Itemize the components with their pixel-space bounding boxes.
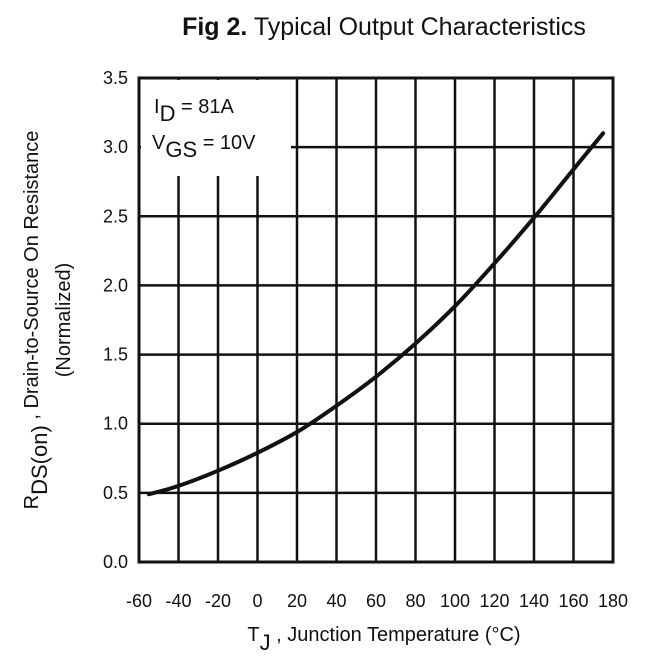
y-tick-label: 1.0 xyxy=(103,414,128,434)
annotation-vgs-symbol: V xyxy=(152,132,166,154)
y-axis-label-sub: DS(on) xyxy=(27,425,52,495)
annotation-id-symbol: I xyxy=(154,96,160,118)
y-tick-labels: 0.0 0.5 1.0 1.5 2.0 2.5 3.0 3.5 xyxy=(103,68,128,572)
x-axis-label-symbol: T xyxy=(247,624,259,646)
series-line xyxy=(146,131,606,497)
y-axis-label-rest: , Drain-to-Source On Resistance xyxy=(21,131,43,426)
plot-area xyxy=(137,76,615,564)
annotation-id-rest: = 81A xyxy=(175,96,234,118)
x-tick-label: 0 xyxy=(252,591,262,611)
annotation-id-sub: D xyxy=(160,101,176,126)
y-tick-label: 2.0 xyxy=(103,275,128,295)
y-axis-label-symbol: R xyxy=(21,495,43,509)
annotation-id: ID = 81A xyxy=(154,96,234,126)
x-tick-label: 120 xyxy=(479,591,509,611)
x-tick-label: 40 xyxy=(326,591,346,611)
x-axis-label-sub: J xyxy=(260,630,271,655)
x-tick-label: 100 xyxy=(440,591,470,611)
annotation-box xyxy=(141,80,291,176)
series xyxy=(146,131,606,497)
x-tick-label: 160 xyxy=(558,591,588,611)
x-tick-label: 80 xyxy=(405,591,425,611)
x-axis-label-rest: , Junction Temperature (°C) xyxy=(271,624,521,646)
x-tick-label: 140 xyxy=(519,591,549,611)
y-axis-label-line2: (Normalized) xyxy=(53,263,75,377)
annotation-vgs-sub: GS xyxy=(165,137,197,162)
x-axis-label: TJ , Junction Temperature (°C) xyxy=(247,624,520,655)
y-tick-label: 2.5 xyxy=(103,206,128,226)
x-tick-label: 180 xyxy=(598,591,628,611)
chart-title-text: Typical Output Characteristics xyxy=(254,13,586,41)
plot-frame xyxy=(137,76,615,564)
x-tick-label: 60 xyxy=(366,591,386,611)
y-tick-label: 3.0 xyxy=(103,137,128,157)
x-tick-labels: -60 -40 -20 0 20 40 60 80 100 120 140 160 180 xyxy=(126,591,628,611)
annotation-vgs-rest: = 10V xyxy=(197,132,256,154)
y-axis-label: RDS(on) , Drain-to-Source On Resistance xyxy=(21,131,52,510)
y-tick-label: 0.0 xyxy=(103,552,128,572)
x-tick-label: -60 xyxy=(126,591,152,611)
y-tick-label: 3.5 xyxy=(103,68,128,88)
chart-title-prefix: Fig 2. xyxy=(182,13,247,41)
chart-title: Fig 2. Typical Output Characteristics xyxy=(182,13,586,41)
x-tick-label: -20 xyxy=(205,591,231,611)
y-tick-label: 1.5 xyxy=(103,345,128,365)
annotation-vgs: VGS = 10V xyxy=(152,132,256,162)
x-tick-label: -40 xyxy=(165,591,191,611)
y-tick-label: 0.5 xyxy=(103,483,128,503)
x-tick-label: 20 xyxy=(287,591,307,611)
